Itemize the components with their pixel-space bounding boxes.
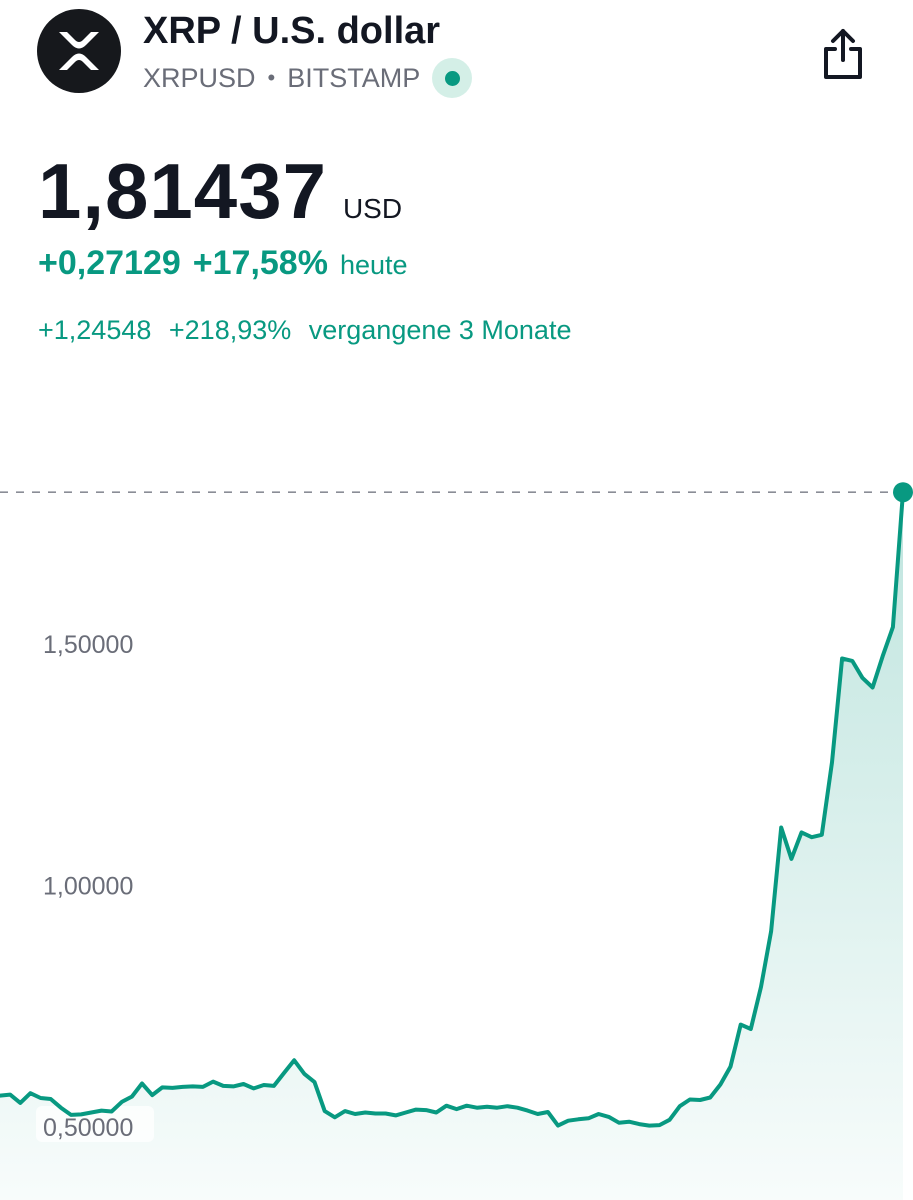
symbol-header: XRP / U.S. dollar XRPUSD • BITSTAMP: [0, 0, 913, 110]
price-currency: USD: [342, 193, 403, 224]
symbol-subline: XRPUSD • BITSTAMP: [143, 58, 473, 98]
change-today: +0,27129 +17,58% heute: [38, 244, 408, 283]
last-price: 1,81437: [38, 147, 327, 235]
share-icon[interactable]: [820, 26, 866, 82]
xrp-logo-icon: [37, 9, 121, 93]
exchange-name: BITSTAMP: [287, 62, 421, 93]
last-price-marker: [893, 482, 913, 503]
change-today-pct: +17,58%: [192, 244, 328, 282]
separator-dot: •: [267, 65, 276, 90]
symbol-title: XRP / U.S. dollar: [143, 10, 441, 52]
price-line: [0, 490, 905, 1128]
price-chart[interactable]: 0,50000 1,00000 1,50000: [0, 380, 913, 1200]
change-period-pct: +218,93%: [168, 315, 292, 345]
price-row: 1,81437 USD: [38, 146, 402, 237]
ticker-symbol: XRPUSD: [143, 62, 256, 93]
y-tick-label: 1,00000: [43, 873, 133, 901]
change-today-label: heute: [339, 250, 408, 280]
change-period-label: vergangene 3 Monate: [308, 315, 572, 345]
y-tick-label-bg: [36, 1106, 154, 1142]
y-tick-label: 0,50000: [43, 1114, 133, 1142]
live-dot-icon: [432, 58, 473, 98]
change-period-abs: +1,24548: [38, 315, 152, 345]
change-today-abs: +0,27129: [38, 244, 181, 282]
y-tick-label: 1,50000: [43, 631, 133, 659]
change-period: +1,24548 +218,93% vergangene 3 Monate: [38, 315, 571, 346]
